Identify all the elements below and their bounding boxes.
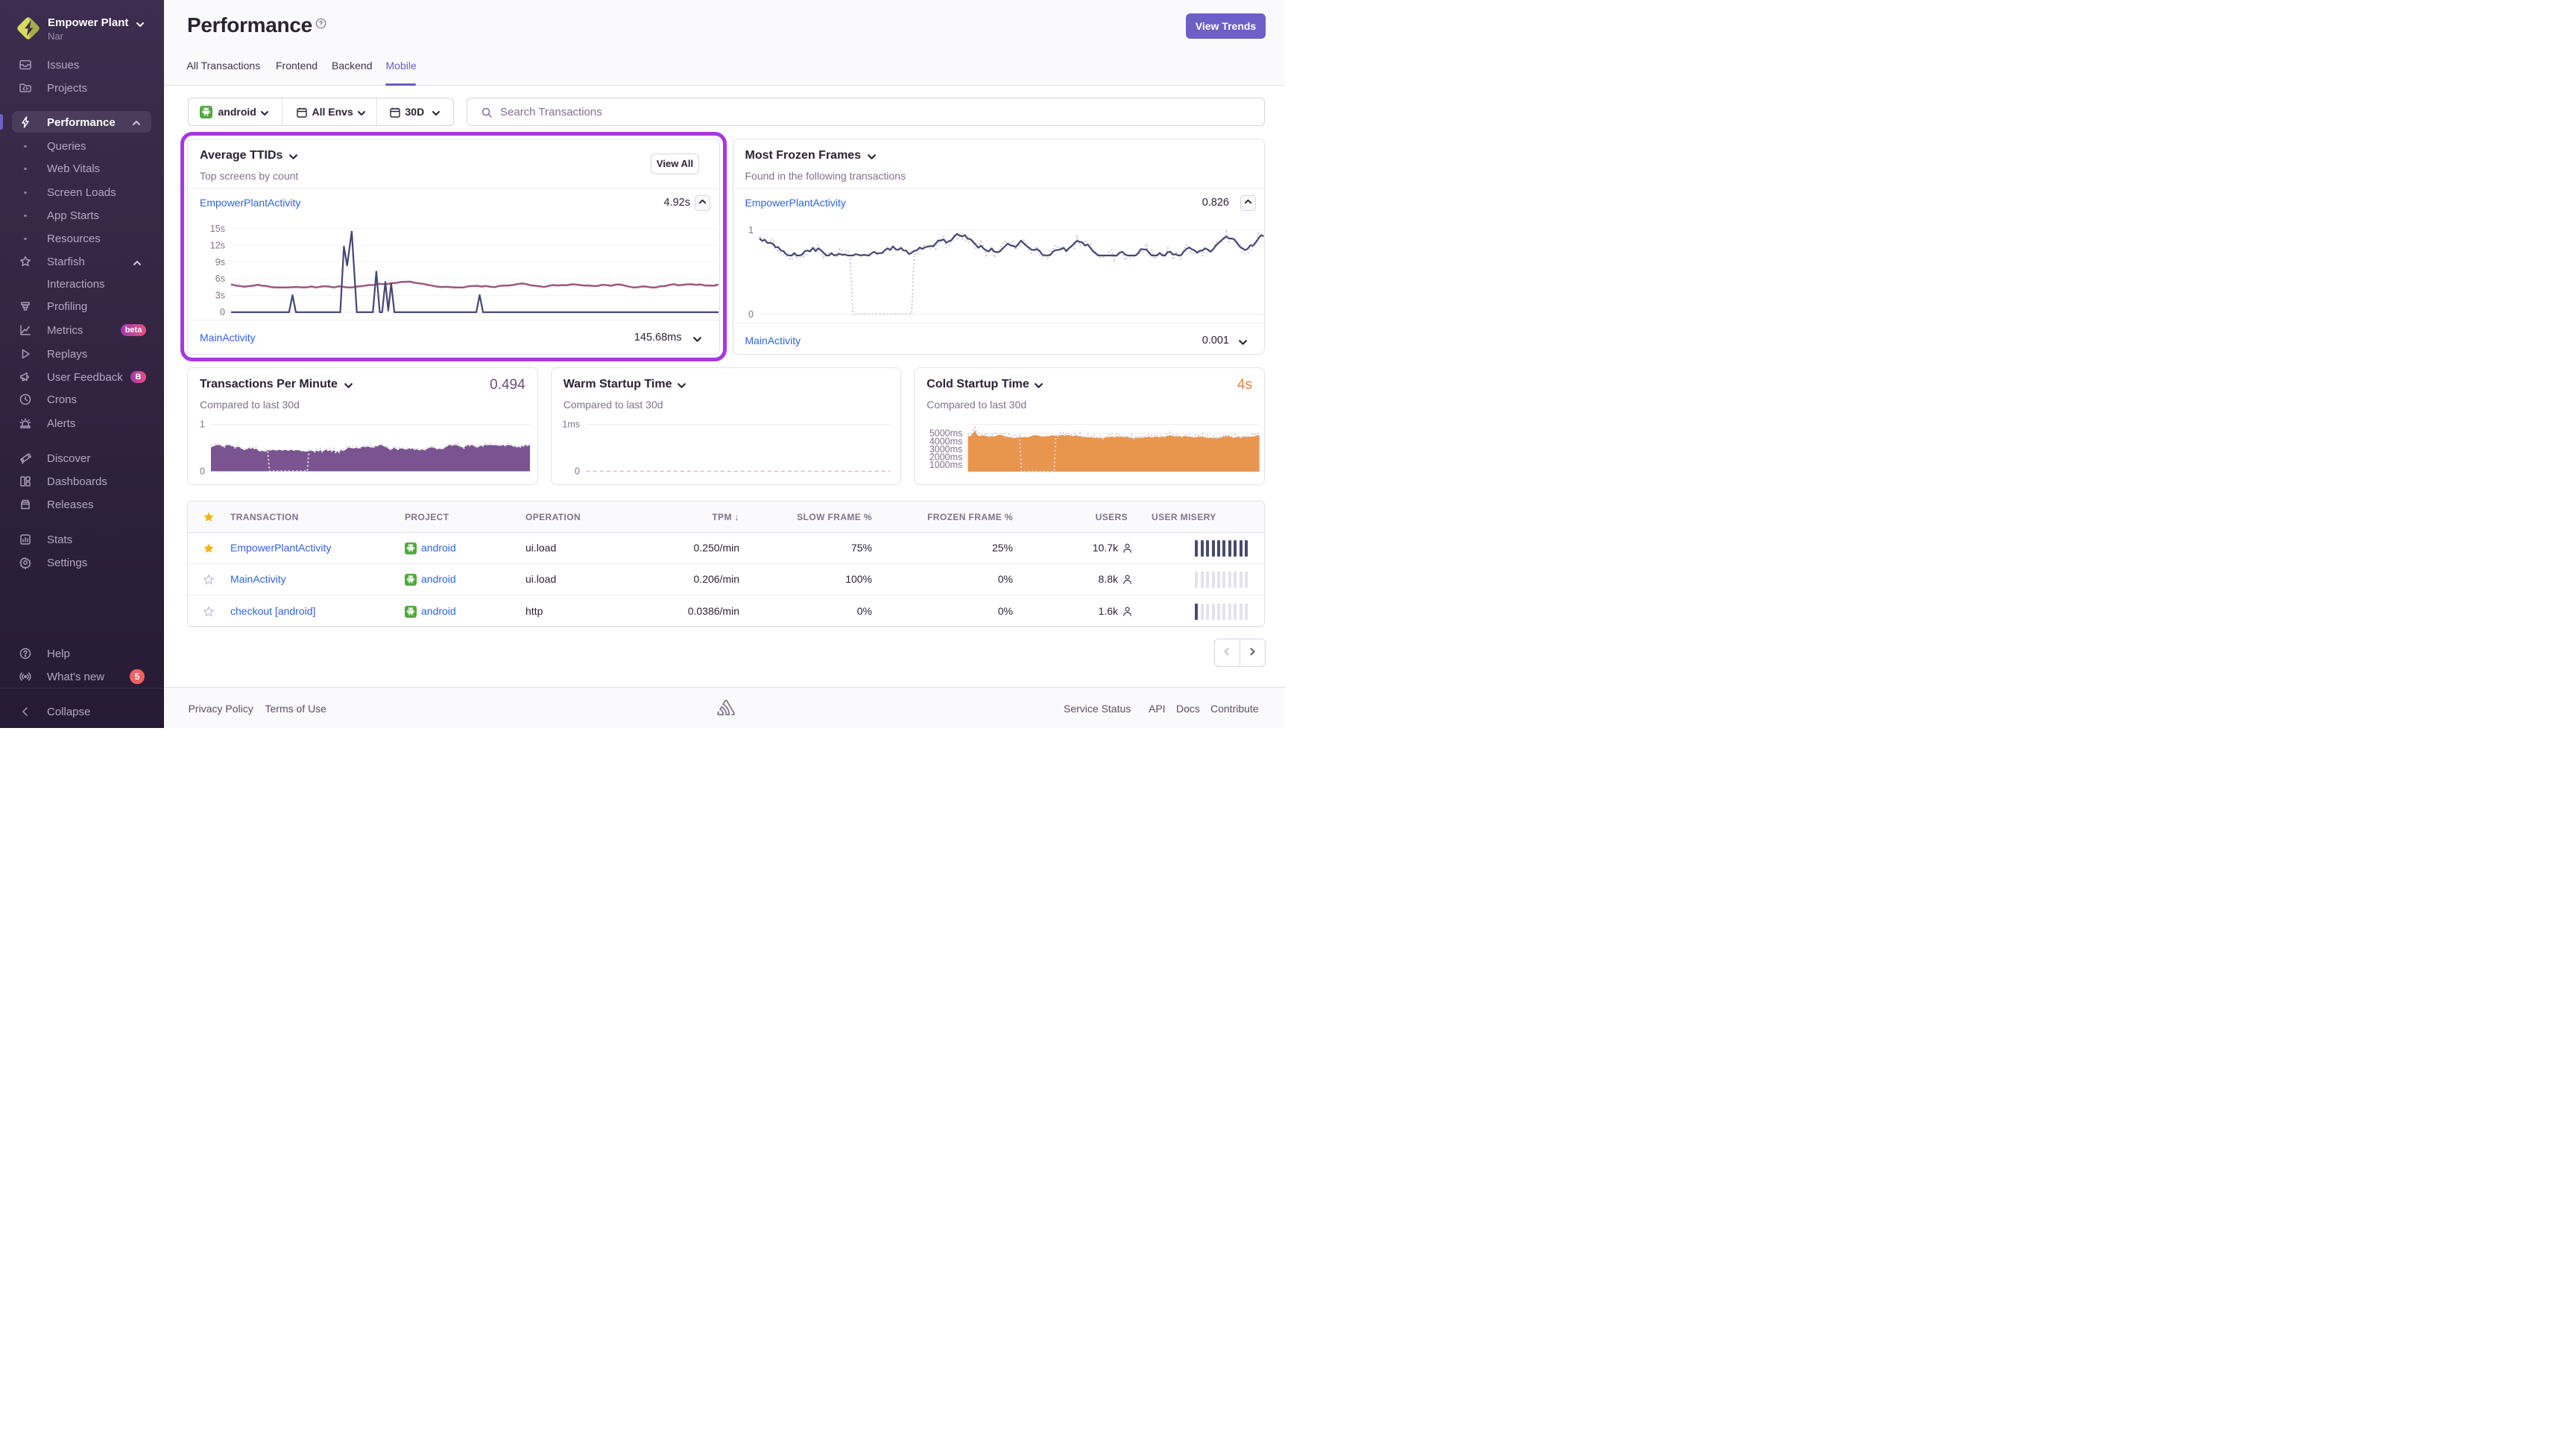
svg-text:9s: 9s — [215, 257, 225, 268]
svg-text:1ms: 1ms — [562, 419, 580, 429]
svg-text:1: 1 — [200, 419, 205, 429]
svg-text:0: 0 — [748, 309, 754, 320]
svg-text:6s: 6s — [215, 273, 225, 284]
svg-text:5000ms: 5000ms — [929, 428, 962, 438]
svg-text:0: 0 — [220, 307, 225, 317]
svg-text:15s: 15s — [210, 224, 225, 234]
svg-text:2000ms: 2000ms — [929, 452, 962, 462]
svg-text:4000ms: 4000ms — [929, 436, 962, 446]
svg-text:1000ms: 1000ms — [929, 460, 962, 470]
svg-text:3s: 3s — [215, 291, 225, 301]
svg-text:12s: 12s — [210, 240, 225, 250]
svg-text:0: 0 — [200, 466, 205, 476]
svg-text:0: 0 — [575, 466, 580, 476]
svg-text:3000ms: 3000ms — [929, 443, 962, 454]
svg-text:1: 1 — [748, 225, 754, 235]
